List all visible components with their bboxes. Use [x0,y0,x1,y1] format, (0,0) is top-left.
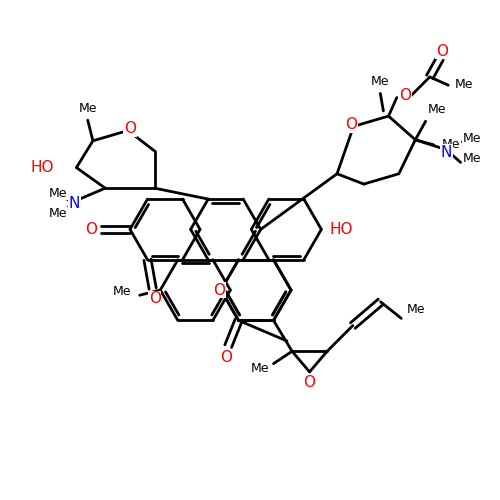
Text: Me: Me [48,208,67,220]
Text: O: O [399,88,411,103]
Text: Me: Me [454,78,473,92]
Text: HO: HO [330,222,353,237]
Text: Me: Me [78,102,97,115]
Text: Me: Me [371,75,390,88]
Text: Me: Me [462,152,481,166]
Text: O: O [124,121,136,136]
Text: Me: Me [406,303,425,316]
Text: O: O [148,292,160,306]
Text: Me: Me [113,285,132,298]
Text: O: O [436,44,448,59]
Text: Me: Me [48,187,67,200]
Text: O: O [220,350,232,365]
Text: O: O [304,374,316,390]
Text: O: O [85,222,97,237]
Text: N: N [68,196,80,211]
Text: HO: HO [30,160,54,175]
Text: O: O [346,117,358,132]
Text: N: N [440,144,452,160]
Text: O: O [213,282,225,298]
Text: Me: Me [428,103,446,116]
Text: Me: Me [251,362,270,375]
Text: Me: Me [462,132,481,145]
Text: Me: Me [442,138,460,151]
